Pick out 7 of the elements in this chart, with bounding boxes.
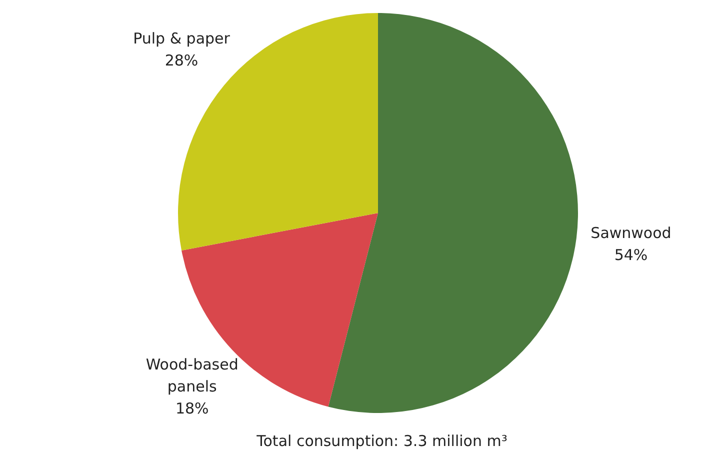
text: Total consumption: 3.3 million m³ bbox=[256, 432, 508, 450]
slice-label: Sawnwood bbox=[590, 224, 672, 242]
slice-label: Pulp & paper bbox=[133, 29, 231, 48]
data-label: 28% bbox=[164, 51, 198, 70]
slice-label: Wood-based panels bbox=[146, 355, 238, 396]
data-label: 54% bbox=[614, 246, 648, 264]
data-label: 18% bbox=[175, 399, 209, 418]
